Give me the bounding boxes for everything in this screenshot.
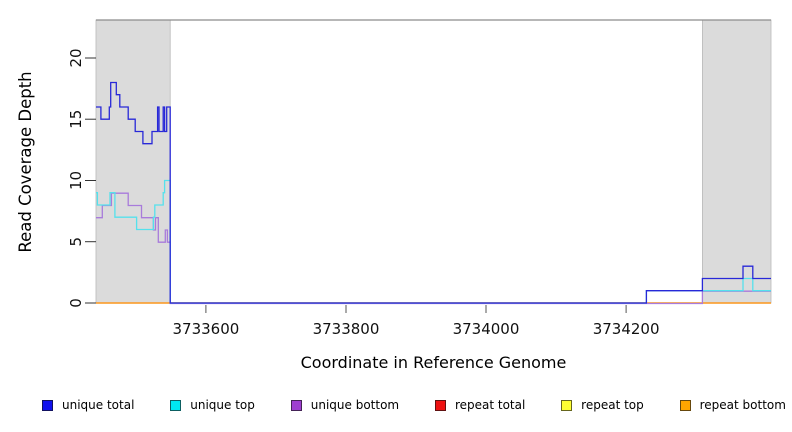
plot-area: 3733600 3733800 3734000 3734200 0 5 10 15 20 xyxy=(67,19,772,338)
legend-label: repeat bottom xyxy=(699,398,786,412)
legend: unique total unique top unique bottom repea… xyxy=(42,394,786,416)
legend-color-swatch xyxy=(290,399,302,411)
x-tick-label: 3734200 xyxy=(593,320,660,338)
legend-color-swatch xyxy=(679,399,691,411)
legend-label: unique top xyxy=(190,398,255,412)
x-tick-label: 3733800 xyxy=(313,320,380,338)
x-axis-label: Coordinate in Reference Genome xyxy=(300,353,567,372)
legend-item-repeat-total: repeat total xyxy=(434,398,526,412)
legend-item-unique-bottom: unique bottom xyxy=(290,398,400,412)
shaded-region-band-2 xyxy=(702,19,772,304)
y-tick-label: 5 xyxy=(67,237,85,247)
legend-label: unique bottom xyxy=(310,398,400,412)
legend-item-repeat-bottom: repeat bottom xyxy=(679,398,786,412)
legend-color-swatch xyxy=(561,399,573,411)
series-line-unique-total xyxy=(96,81,771,304)
y-tick-label: 10 xyxy=(67,171,85,190)
legend-color-swatch xyxy=(170,399,182,411)
legend-item-unique-top: unique top xyxy=(170,398,255,412)
legend-label: repeat total xyxy=(454,398,526,412)
x-tick-label: 3733600 xyxy=(172,320,239,338)
shaded-region-band-1 xyxy=(95,19,171,304)
legend-item-repeat-top: repeat top xyxy=(561,398,644,412)
series-line-unique-bottom xyxy=(96,192,771,305)
legend-label: unique total xyxy=(62,398,135,412)
legend-item-unique-total: unique total xyxy=(42,398,134,412)
y-tick-label: 20 xyxy=(67,48,85,67)
y-tick-label: 0 xyxy=(67,298,85,308)
series-line-unique-top xyxy=(96,179,771,304)
x-tick-label: 3734000 xyxy=(453,320,520,338)
y-tick-label: 15 xyxy=(67,110,85,129)
legend-color-swatch xyxy=(434,399,446,411)
legend-label: repeat top xyxy=(581,398,644,412)
legend-color-swatch xyxy=(42,399,53,411)
